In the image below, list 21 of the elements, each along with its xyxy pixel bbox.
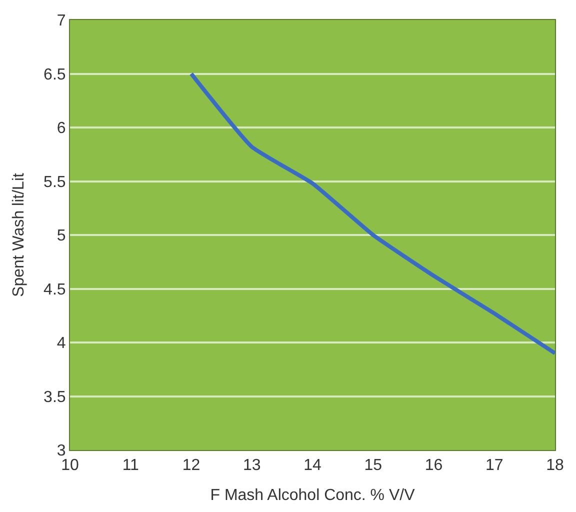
- y-tick-label: 6: [56, 120, 66, 138]
- y-tick-label: 4: [56, 335, 66, 352]
- y-tick-label: 7: [56, 12, 66, 30]
- x-tick-label: 10: [61, 457, 79, 474]
- x-tick-label: 16: [424, 457, 443, 474]
- x-tick-label: 12: [182, 457, 200, 474]
- y-axis-title: Spent Wash lit/Lit: [10, 172, 28, 297]
- y-tick-label: 4.5: [44, 281, 66, 298]
- x-tick-label: 14: [304, 457, 322, 474]
- y-tick-label: 5.5: [44, 174, 66, 191]
- y-tick-label: 6.5: [44, 66, 66, 84]
- x-tick-label: 15: [364, 457, 382, 474]
- x-tick-label: 13: [242, 457, 261, 474]
- x-tick-label: 18: [546, 457, 564, 474]
- x-tick-label: 17: [485, 457, 504, 474]
- y-tick-label: 3: [56, 442, 66, 460]
- x-axis-title: F Mash Alcohol Conc. % V/V: [210, 486, 416, 504]
- y-tick-label: 3.5: [44, 388, 66, 406]
- y-tick-label: 5: [56, 228, 66, 245]
- line-series: [189, 72, 555, 356]
- x-tick-label: 11: [122, 457, 140, 474]
